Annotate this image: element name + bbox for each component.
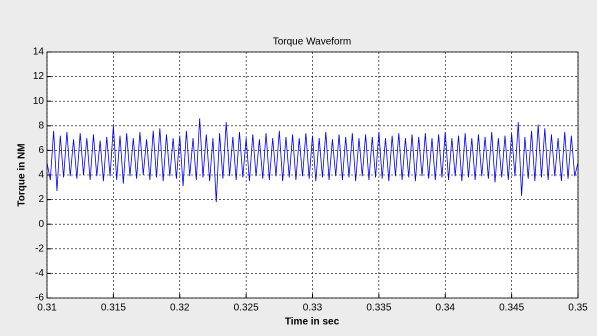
y-tick-label: 10 [33,96,45,107]
y-tick-label: -4 [35,268,44,279]
x-tick-label: 0.33 [303,303,323,314]
x-tick-label: 0.31 [37,303,57,314]
axes-box [46,51,579,299]
y-axis-label: Torque in NM [17,143,28,206]
y-tick-label: 14 [33,47,45,58]
x-tick-label: 0.325 [234,303,259,314]
y-tick-label: -6 [35,293,44,304]
x-axis-label: Time in sec [285,317,340,328]
chart-title: Torque Waveform [273,37,352,48]
x-tick-label: 0.345 [499,303,524,314]
y-tick-label: 4 [38,170,44,181]
y-tick-label: 12 [33,71,45,82]
y-tick-label: 0 [38,219,44,230]
y-tick-label: 8 [38,120,44,131]
x-tick-label: 0.335 [366,303,391,314]
x-tick-label: 0.35 [568,303,588,314]
data-line [46,118,579,203]
y-tick-label: 2 [38,194,44,205]
x-tick-label: 0.34 [436,303,456,314]
y-tick-label: -2 [35,243,44,254]
x-tick-label: 0.315 [101,303,126,314]
x-tick-label: 0.32 [170,303,190,314]
y-tick-label: 6 [38,145,44,156]
